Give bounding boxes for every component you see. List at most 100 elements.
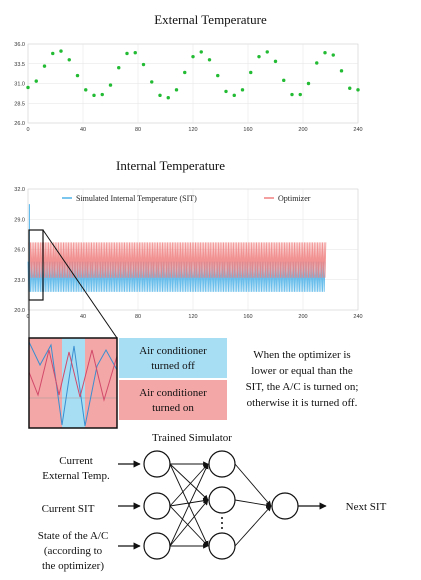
- external-data-point: [298, 92, 302, 97]
- legend-sit-label: Simulated Internal Temperature (SIT): [76, 194, 197, 203]
- network-edge-input-hidden: [169, 505, 209, 547]
- callout-off-line2: turned off: [151, 360, 195, 372]
- zoom-connector-right: [42, 229, 118, 339]
- external-data-point: [158, 93, 162, 98]
- external-data-point: [108, 83, 113, 87]
- external-data-point: [191, 54, 195, 59]
- output-label: Next SIT: [346, 501, 387, 513]
- external-data-point: [84, 88, 88, 92]
- external-x-tick-label: 0: [26, 127, 29, 133]
- callout-on-line1: Air conditioner: [139, 387, 207, 399]
- external-data-point: [92, 93, 96, 98]
- network-edge-input-hidden: [169, 463, 209, 507]
- external-data-points: [26, 49, 360, 100]
- network-edges: [169, 461, 272, 549]
- hidden-ellipsis: [221, 517, 223, 529]
- external-data-point: [323, 50, 327, 55]
- external-data-point: [117, 66, 121, 70]
- external-data-point: [257, 54, 261, 59]
- external-x-tick-label: 200: [298, 127, 307, 133]
- external-data-point: [100, 92, 104, 97]
- explanation-text: When the optimizer is lower or equal tha…: [246, 349, 359, 409]
- trained-simulator-diagram: Trained Simulator Current External Temp.…: [38, 432, 387, 572]
- legend-optimizer-label: Optimizer: [278, 194, 311, 203]
- optimizer-line: [28, 242, 327, 278]
- external-data-point: [348, 86, 352, 90]
- network-edge-hidden-output: [234, 463, 272, 507]
- external-data-point: [240, 88, 245, 92]
- callout-off-box: [119, 338, 227, 378]
- zoom-inset: [28, 337, 118, 429]
- input1-label-line2: External Temp.: [42, 470, 110, 482]
- network-edge-input-hidden: [169, 463, 209, 547]
- network-title: Trained Simulator: [152, 432, 232, 444]
- internal-temperature-chart: 0 40 80 120 160 200 240 32.0 29.0 26.0 23.0 20.0 Si…: [14, 187, 362, 320]
- callout-off: Air conditioner turned off: [119, 338, 227, 378]
- external-data-point: [150, 80, 154, 84]
- external-data-point: [216, 73, 220, 78]
- input3-label-line1: State of the A/C: [38, 530, 109, 542]
- external-data-point: [265, 50, 269, 54]
- external-data-point: [224, 89, 228, 94]
- internal-x-tick-label: 0: [26, 314, 29, 320]
- external-data-point: [315, 61, 319, 65]
- callout-off-line1: Air conditioner: [139, 345, 207, 357]
- input2-label: Current SIT: [42, 503, 95, 515]
- external-x-tick-label: 80: [135, 127, 141, 133]
- external-y-tick-label: 28.5: [14, 101, 25, 107]
- input-node-1: [143, 450, 171, 478]
- external-data-point: [125, 51, 129, 56]
- output-node: [271, 492, 299, 520]
- internal-y-tick-label: 23.0: [14, 278, 25, 284]
- external-x-tick-label: 40: [80, 127, 86, 133]
- external-data-point: [207, 58, 212, 62]
- external-data-point: [42, 64, 47, 68]
- external-tick-labels: 0 40 80 120 160 200 240 36.0 33.5 31.0 28.5 26.0: [14, 42, 362, 133]
- explanation-line1: When the optimizer is: [253, 349, 350, 361]
- external-temperature-title: External Temperature: [154, 12, 267, 27]
- internal-grid: [28, 189, 358, 310]
- network-edge-input-hidden: [169, 463, 209, 501]
- external-grid: [28, 44, 358, 123]
- external-data-point: [166, 96, 170, 100]
- inset-optimizer-line: [28, 349, 118, 402]
- internal-y-tick-label: 26.0: [14, 248, 25, 254]
- callout-on-box: [119, 380, 227, 420]
- external-x-tick-label: 240: [353, 127, 362, 133]
- external-data-point: [141, 62, 146, 67]
- explanation-line2: lower or equal than the: [251, 365, 353, 377]
- internal-x-tick-label: 120: [188, 314, 197, 320]
- explanation-line4: otherwise it is turned off.: [247, 397, 358, 409]
- external-data-point: [183, 70, 187, 75]
- internal-x-tick-label: 160: [243, 314, 252, 320]
- external-data-point: [232, 93, 236, 98]
- external-data-point: [282, 78, 286, 83]
- external-data-point: [290, 92, 294, 97]
- external-data-point: [133, 50, 137, 55]
- external-data-point: [273, 59, 278, 64]
- external-data-point: [75, 73, 80, 78]
- external-data-point: [331, 53, 335, 57]
- external-data-point: [199, 50, 203, 54]
- inset-band-on-2: [85, 338, 117, 428]
- network-edge-input-hidden: [169, 499, 209, 547]
- zoom-indicator: [28, 229, 118, 339]
- external-data-point: [306, 81, 311, 86]
- network-edge-input-hidden: [169, 498, 209, 507]
- input-node-3: [143, 532, 171, 560]
- internal-tick-labels: 0 40 80 120 160 200 240 32.0 29.0 26.0 23.0 20.0: [14, 187, 362, 320]
- network-edge-hidden-output: [234, 499, 272, 508]
- external-data-point: [356, 88, 360, 92]
- external-y-tick-label: 26.0: [14, 121, 25, 127]
- internal-x-tick-label: 40: [80, 314, 86, 320]
- internal-x-tick-label: 80: [135, 314, 141, 320]
- callout-on: Air conditioner turned on: [119, 380, 227, 420]
- callout-on-line2: turned on: [152, 402, 194, 414]
- external-data-point: [51, 51, 55, 56]
- external-data-point: [34, 79, 38, 83]
- internal-y-tick-label: 20.0: [14, 308, 25, 314]
- external-y-tick-label: 31.0: [14, 82, 25, 88]
- external-y-tick-label: 33.5: [14, 62, 25, 68]
- hidden-node-2: [208, 486, 236, 514]
